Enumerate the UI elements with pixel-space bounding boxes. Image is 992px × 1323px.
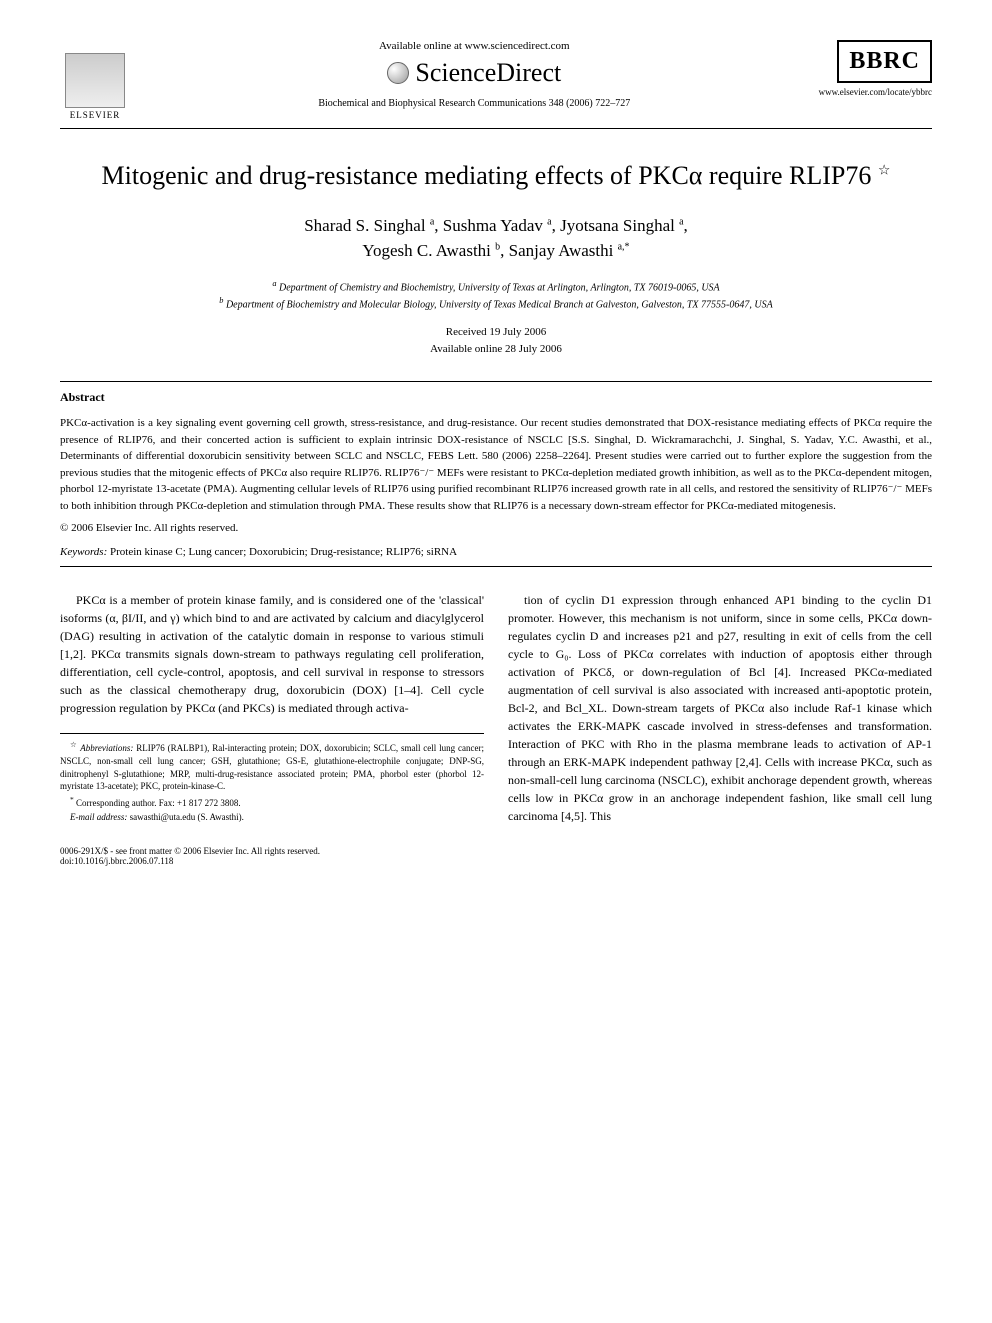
center-header: Available online at www.sciencedirect.co… bbox=[130, 40, 819, 109]
footnote-corresponding: * Corresponding author. Fax: +1 817 272 … bbox=[60, 795, 484, 810]
bottom-row: 0006-291X/$ - see front matter © 2006 El… bbox=[60, 846, 932, 866]
body-para-2: tion of cyclin D1 expression through enh… bbox=[508, 591, 932, 825]
dates: Received 19 July 2006 Available online 2… bbox=[60, 324, 932, 357]
author-4: Yogesh C. Awasthi bbox=[362, 241, 495, 260]
author-5: Sanjay Awasthi bbox=[509, 241, 618, 260]
bbrc-url: www.elsevier.com/locate/ybbrc bbox=[819, 87, 932, 97]
copyright: © 2006 Elsevier Inc. All rights reserved… bbox=[60, 522, 932, 534]
bbrc-box: BBRC www.elsevier.com/locate/ybbrc bbox=[819, 40, 932, 97]
keywords: Keywords: Protein kinase C; Lung cancer;… bbox=[60, 546, 932, 558]
abstract-text: PKCα-activation is a key signaling event… bbox=[60, 415, 932, 514]
body-para-1: PKCα is a member of protein kinase famil… bbox=[60, 591, 484, 717]
author-2: Sushma Yadav bbox=[443, 216, 547, 235]
title-text: Mitogenic and drug-resistance mediating … bbox=[102, 161, 872, 190]
body-column-right: tion of cyclin D1 expression through enh… bbox=[508, 591, 932, 826]
received-date: Received 19 July 2006 bbox=[60, 324, 932, 341]
affiliations: a Department of Chemistry and Biochemist… bbox=[60, 278, 932, 313]
available-online-text: Available online at www.sciencedirect.co… bbox=[150, 40, 799, 52]
body-column-left: PKCα is a member of protein kinase famil… bbox=[60, 591, 484, 826]
footnote-abbreviations: ☆ Abbreviations: RLIP76 (RALBP1), Ral-in… bbox=[60, 740, 484, 792]
authors: Sharad S. Singhal a, Sushma Yadav a, Jyo… bbox=[60, 213, 932, 264]
header-divider bbox=[60, 128, 932, 129]
author-1: Sharad S. Singhal bbox=[304, 216, 430, 235]
keywords-label: Keywords: bbox=[60, 546, 107, 558]
available-date: Available online 28 July 2006 bbox=[60, 341, 932, 358]
front-matter: 0006-291X/$ - see front matter © 2006 El… bbox=[60, 846, 320, 856]
author-5-affil: a,* bbox=[618, 242, 630, 253]
bottom-left: 0006-291X/$ - see front matter © 2006 El… bbox=[60, 846, 320, 866]
affiliation-a: a Department of Chemistry and Biochemist… bbox=[60, 278, 932, 295]
body-columns: PKCα is a member of protein kinase famil… bbox=[60, 591, 932, 826]
affiliation-b: b Department of Biochemistry and Molecul… bbox=[60, 295, 932, 312]
abstract-top-divider bbox=[60, 381, 932, 382]
bbrc-logo: BBRC bbox=[837, 40, 932, 83]
journal-reference: Biochemical and Biophysical Research Com… bbox=[150, 98, 799, 109]
sciencedirect-icon bbox=[387, 62, 409, 84]
elsevier-tree-icon bbox=[65, 53, 125, 108]
footnotes: ☆ Abbreviations: RLIP76 (RALBP1), Ral-in… bbox=[60, 733, 484, 824]
keywords-text: Protein kinase C; Lung cancer; Doxorubic… bbox=[107, 546, 457, 558]
elsevier-logo: ELSEVIER bbox=[60, 40, 130, 120]
author-3: Jyotsana Singhal bbox=[560, 216, 679, 235]
sciencedirect-text: ScienceDirect bbox=[415, 58, 561, 88]
sciencedirect-logo: ScienceDirect bbox=[150, 58, 799, 88]
abstract-heading: Abstract bbox=[60, 390, 932, 405]
header-row: ELSEVIER Available online at www.science… bbox=[60, 40, 932, 120]
footnote-email: E-mail address: sawasthi@uta.edu (S. Awa… bbox=[60, 811, 484, 824]
elsevier-text: ELSEVIER bbox=[70, 110, 121, 120]
article-title: Mitogenic and drug-resistance mediating … bbox=[60, 159, 932, 193]
abstract-bottom-divider bbox=[60, 566, 932, 567]
title-footnote-star: ☆ bbox=[878, 163, 891, 178]
doi: doi:10.1016/j.bbrc.2006.07.118 bbox=[60, 856, 320, 866]
